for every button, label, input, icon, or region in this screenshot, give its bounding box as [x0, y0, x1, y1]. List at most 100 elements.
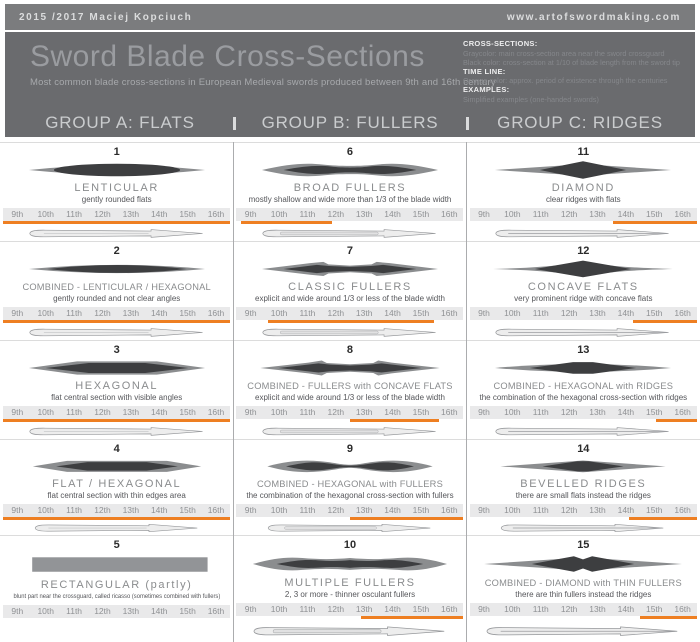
- blade-entry: 10 MULTIPLE FULLERS 2, 3 or more - thinner…: [233, 535, 467, 639]
- century-label: 12th: [560, 504, 578, 515]
- cross-section-diagram: [493, 260, 674, 278]
- item-number: 4: [113, 443, 120, 455]
- century-label: 13th: [122, 504, 140, 515]
- century-label: 15th: [179, 406, 196, 417]
- group-titles: GROUP A: FLATS GROUP B: FULLERS GROUP C:…: [5, 113, 695, 133]
- item-name: CLASSIC FULLERS: [288, 280, 412, 293]
- cross-section-diagram: [252, 557, 448, 571]
- group-c-title: GROUP C: RIDGES: [497, 113, 663, 132]
- item-number: 13: [577, 344, 590, 356]
- timeline-strip: 9th 10th 11th 12th 13th 14th 15th 16th: [469, 207, 697, 221]
- page-title: Sword Blade Cross-Sections: [30, 40, 425, 73]
- timeline: 9th 10th 11th 12th 13th 14th 15th 16th: [236, 503, 464, 520]
- century-label: 11th: [299, 307, 316, 318]
- title-block: Sword Blade Cross-Sections Most common b…: [30, 40, 496, 88]
- century-label: 12th: [94, 504, 111, 515]
- century-label: 14th: [150, 504, 168, 515]
- cross-section-diagram: [31, 557, 208, 572]
- timeline-period-bar: [655, 419, 697, 423]
- example-blade: [29, 427, 203, 436]
- example-blade: [495, 427, 669, 436]
- century-label: 11th: [299, 603, 316, 614]
- item-name: COMBINED - LENTICULAR / HEXAGONAL: [22, 281, 211, 292]
- century-label: 10th: [37, 606, 54, 616]
- century-label: 10th: [37, 504, 54, 515]
- century-label: 12th: [560, 603, 578, 614]
- century-label: 11th: [66, 504, 83, 515]
- century-label: 9th: [244, 603, 257, 614]
- cross-section-diagram: [261, 261, 439, 277]
- century-label: 11th: [66, 307, 83, 318]
- century-label: 13th: [122, 307, 140, 318]
- century-label: 10th: [270, 208, 288, 219]
- item-name: BROAD FULLERS: [293, 181, 407, 194]
- century-label: 13th: [589, 208, 606, 219]
- timeline: 9th 10th 11th 12th 13th 14th 15th 16th: [469, 405, 697, 423]
- century-label: 12th: [94, 606, 111, 616]
- century-label: 9th: [11, 208, 24, 219]
- century-label: 12th: [327, 504, 345, 515]
- item-number: 12: [577, 245, 590, 257]
- group-divider-tick: [233, 117, 236, 130]
- century-label: 14th: [150, 208, 168, 219]
- cross-section-diagram: [32, 460, 201, 472]
- century-label: 9th: [244, 307, 257, 318]
- century-label: 9th: [244, 406, 257, 417]
- century-label: 10th: [37, 406, 54, 417]
- century-label: 15th: [645, 603, 663, 614]
- blade-entry: 5 RECTANGULAR (partly) blunt part near the…: [0, 535, 234, 639]
- century-label: 16th: [441, 406, 458, 417]
- century-label: 12th: [327, 406, 345, 417]
- century-label: 12th: [94, 406, 111, 417]
- century-label: 15th: [412, 307, 430, 318]
- century-label: 15th: [412, 603, 430, 614]
- timeline-period-bar: [3, 221, 231, 225]
- cross-section-diagram: [260, 360, 440, 376]
- item-description: flat central section with visible angles: [51, 392, 183, 402]
- cross-section-diagram: [28, 264, 205, 274]
- century-label: 13th: [355, 504, 373, 515]
- timeline: 9th 10th 11th 12th 13th 14th 15th 16th: [469, 207, 697, 225]
- item-number: 14: [577, 443, 590, 455]
- example-blade: [267, 523, 431, 532]
- century-label: 16th: [674, 504, 691, 515]
- timeline-strip: 9th 10th 11th 12th 13th 14th 15th 16th: [236, 306, 464, 320]
- timeline-period-bar: [3, 419, 231, 423]
- item-name: COMBINED - HEXAGONAL with FULLERS: [256, 478, 444, 489]
- blade-entry: 1 LENTICULAR gently rounded flats 9th 10th 11…: [0, 142, 234, 241]
- group-a-title: GROUP A: FLATS: [45, 113, 195, 132]
- century-label: 14th: [384, 504, 401, 515]
- century-label: 10th: [504, 504, 521, 515]
- cross-section-diagram: [495, 362, 672, 374]
- century-label: 14th: [384, 307, 401, 318]
- century-label: 15th: [412, 504, 430, 515]
- century-label: 10th: [270, 603, 288, 614]
- item-name: RECTANGULAR (partly): [40, 579, 193, 591]
- item-number: 2: [113, 245, 120, 257]
- group-column: 6 BROAD FULLERS mostly shallow and wide mo…: [233, 142, 467, 642]
- century-label: 13th: [122, 406, 140, 417]
- century-label: 10th: [37, 208, 54, 219]
- legend-heading-examples: EXAMPLES:: [463, 85, 510, 94]
- century-label: 12th: [327, 208, 345, 219]
- topbar: 2015 /2017 Maciej Kopciuch www.artofswor…: [5, 4, 695, 30]
- item-name: COMBINED - DIAMOND with THIN FULLERS: [484, 577, 682, 588]
- century-label: 14th: [150, 606, 168, 616]
- century-label: 12th: [560, 307, 578, 318]
- century-label: 16th: [441, 307, 458, 318]
- century-label: 14th: [150, 406, 168, 417]
- timeline: 9th 10th 11th 12th 13th 14th 15th 16th: [469, 602, 697, 620]
- item-number: 7: [346, 245, 354, 257]
- timeline: 9th 10th 11th 12th 13th 14th 15th 16th: [236, 602, 464, 620]
- century-label: 15th: [412, 406, 430, 417]
- item-name: COMBINED - FULLERS with CONCAVE FLATS: [247, 380, 453, 391]
- century-label: 9th: [478, 504, 490, 515]
- content-grid: 1 LENTICULAR gently rounded flats 9th 10th 11…: [0, 137, 700, 642]
- example-blade: [262, 229, 436, 238]
- century-label: 12th: [94, 208, 111, 219]
- century-label: 10th: [504, 307, 521, 318]
- timeline-strip: 9th 10th 11th 12th 13th 14th 15th 16th: [3, 605, 231, 618]
- item-name: LENTICULAR: [74, 181, 159, 194]
- century-label: 9th: [478, 603, 490, 614]
- century-label: 13th: [355, 307, 373, 318]
